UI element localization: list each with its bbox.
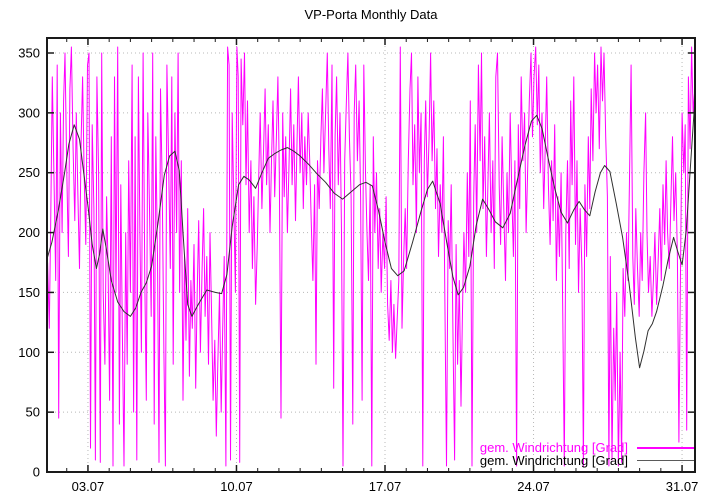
x-tick-label: 10.07: [220, 479, 253, 494]
x-tick-label: 03.07: [72, 479, 105, 494]
series-measured: [47, 46, 695, 467]
legend-entry-smoothed: gem. Windrichtung [Grad]: [480, 454, 694, 467]
legend-label-smoothed: gem. Windrichtung [Grad]: [479, 453, 628, 468]
legend-entry-measured: gem. Windrichtung [Grad]: [480, 441, 694, 454]
legend-label-measured: gem. Windrichtung [Grad]: [479, 440, 628, 455]
chart-title: VP-Porta Monthly Data: [304, 7, 438, 22]
y-tick-label: 150: [18, 285, 40, 300]
y-tick-label: 250: [18, 165, 40, 180]
x-tick-label: 31.07: [666, 479, 699, 494]
y-tick-label: 50: [26, 405, 40, 420]
x-tick-label: 17.07: [369, 479, 402, 494]
plot-border: [46, 37, 696, 473]
legend-line-sample-smoothed: [637, 460, 694, 461]
y-tick-label: 350: [18, 46, 40, 61]
legend-line-sample-measured: [637, 446, 694, 449]
y-tick-label: 0: [33, 465, 40, 480]
y-tick-label: 300: [18, 105, 40, 120]
y-tick-label: 200: [18, 225, 40, 240]
legend: gem. Windrichtung [Grad] gem. Windrichtu…: [480, 441, 694, 467]
y-tick-label: 100: [18, 345, 40, 360]
series-smoothed: [47, 100, 695, 369]
x-tick-label: 24.07: [517, 479, 550, 494]
